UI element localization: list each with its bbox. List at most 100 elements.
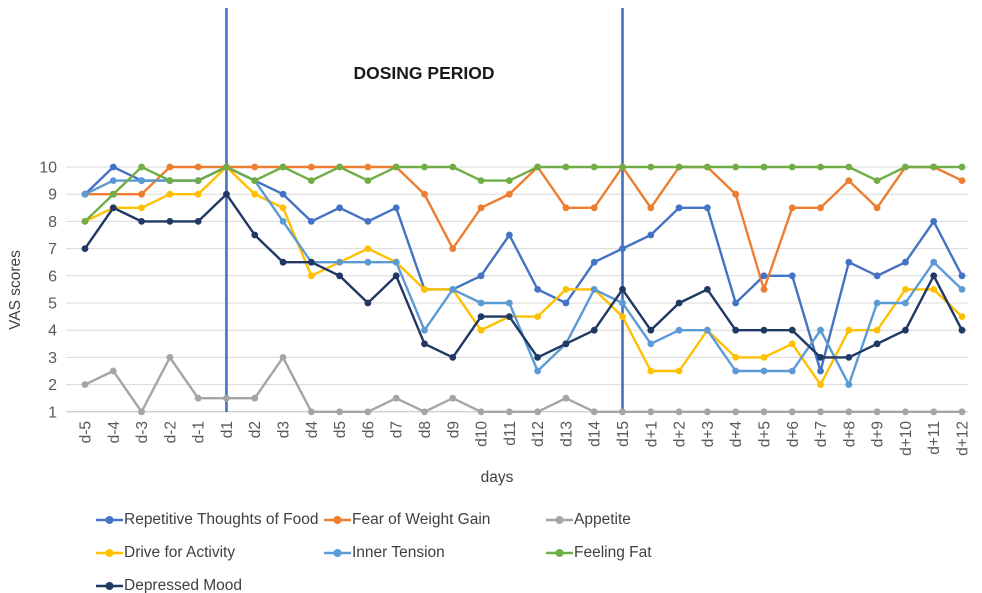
point-inner-tension-d14 — [590, 286, 598, 293]
y-tick-8: 8 — [48, 214, 57, 231]
series-line-appetite — [83, 356, 964, 413]
x-tick-d2: d2 — [247, 421, 264, 438]
x-tick-d-9: d+9 — [870, 421, 887, 447]
point-repetitive-thoughts-of-food-d15 — [619, 245, 626, 253]
point-feeling-fat-d-1 — [647, 163, 655, 171]
point-inner-tension-d-6 — [788, 367, 796, 375]
point-fear-of-weight-gain-d-3 — [138, 190, 145, 198]
point-inner-tension-d3 — [279, 218, 287, 225]
point-depressed-mood-d-2 — [675, 299, 683, 307]
point-inner-tension-d-11 — [930, 258, 938, 266]
point-inner-tension-d-5 — [81, 190, 89, 198]
point-feeling-fat-d-11 — [930, 163, 938, 171]
x-tick-d-5: d-5 — [78, 421, 95, 443]
point-feeling-fat-d-12 — [958, 163, 966, 171]
point-drive-for-activity-d-5 — [760, 354, 768, 361]
point-appetite-d-6 — [788, 408, 796, 416]
x-tick-d4: d4 — [304, 421, 321, 439]
legend-item-fear-of-weight-gain: Fear of Weight Gain — [324, 511, 546, 529]
series-markers-fear-of-weight-gain — [81, 163, 966, 293]
legend-marker-drive-for-activity — [96, 548, 123, 557]
point-repetitive-thoughts-of-food-d-11 — [930, 218, 938, 225]
point-depressed-mood-d-11 — [930, 272, 938, 280]
point-repetitive-thoughts-of-food-d7 — [392, 204, 400, 212]
point-feeling-fat-d8 — [421, 163, 428, 171]
legend-marker-depressed-mood — [96, 581, 123, 590]
x-tick-d-1: d-1 — [191, 421, 208, 443]
point-feeling-fat-d14 — [590, 163, 598, 171]
point-appetite-d1 — [223, 394, 230, 402]
point-depressed-mood-d2 — [251, 231, 259, 239]
point-fear-of-weight-gain-d-7 — [817, 204, 824, 212]
y-tick-3: 3 — [48, 350, 57, 367]
point-feeling-fat-d15 — [619, 163, 626, 171]
legend-marker-inner-tension — [324, 548, 351, 557]
point-depressed-mood-d-10 — [902, 326, 909, 334]
point-repetitive-thoughts-of-food-d-9 — [873, 272, 881, 280]
point-depressed-mood-d-12 — [958, 326, 966, 334]
series-markers-depressed-mood — [81, 190, 966, 361]
y-tick-2: 2 — [48, 377, 57, 394]
point-drive-for-activity-d-2 — [166, 190, 174, 198]
legend-label-inner-tension: Inner Tension — [352, 543, 445, 561]
x-tick-d6: d6 — [360, 421, 377, 438]
point-drive-for-activity-d15 — [619, 313, 626, 320]
point-depressed-mood-d-3 — [703, 286, 711, 293]
point-feeling-fat-d-2 — [166, 177, 174, 185]
legend-label-depressed-mood: Depressed Mood — [124, 576, 243, 593]
point-feeling-fat-d-10 — [902, 163, 909, 171]
point-repetitive-thoughts-of-food-d-10 — [902, 258, 909, 266]
point-inner-tension-d-1 — [647, 340, 655, 348]
point-feeling-fat-d-5 — [760, 163, 768, 171]
x-tick-d-7: d+7 — [813, 421, 830, 447]
point-appetite-d-4 — [109, 367, 117, 375]
legend-label-drive-for-activity: Drive for Activity — [124, 543, 236, 561]
point-inner-tension-d-10 — [902, 299, 909, 307]
point-appetite-d-12 — [958, 408, 966, 416]
x-tick-d-12: d+12 — [954, 421, 971, 456]
series-markers-appetite — [81, 354, 966, 416]
point-depressed-mood-d9 — [449, 354, 457, 361]
point-fear-of-weight-gain-d13 — [562, 204, 570, 212]
point-feeling-fat-d-3 — [703, 163, 711, 171]
point-feeling-fat-d2 — [251, 177, 259, 185]
point-fear-of-weight-gain-d-8 — [845, 177, 853, 185]
point-depressed-mood-d-1 — [647, 326, 655, 334]
legend-marker-appetite — [546, 515, 573, 524]
legend-item-drive-for-activity: Drive for Activity — [96, 544, 324, 562]
point-feeling-fat-d3 — [279, 163, 287, 171]
dosing-period-annotation: DOSING PERIOD — [354, 63, 495, 83]
point-drive-for-activity-d10 — [477, 326, 485, 334]
point-drive-for-activity-d-3 — [138, 204, 145, 212]
x-tick-d3: d3 — [276, 421, 293, 438]
point-feeling-fat-d-9 — [873, 177, 881, 185]
point-fear-of-weight-gain-d6 — [364, 163, 372, 171]
point-appetite-d7 — [392, 394, 400, 402]
point-depressed-mood-d1 — [223, 190, 230, 198]
legend-label-fear-of-weight-gain: Fear of Weight Gain — [352, 510, 491, 528]
point-repetitive-thoughts-of-food-d14 — [590, 258, 598, 266]
point-feeling-fat-d13 — [562, 163, 570, 171]
point-drive-for-activity-d-2 — [675, 367, 683, 375]
point-drive-for-activity-d-9 — [873, 326, 881, 334]
point-depressed-mood-d-6 — [788, 326, 796, 334]
point-drive-for-activity-d3 — [279, 204, 287, 212]
x-tick-d-3: d-3 — [134, 421, 151, 443]
point-inner-tension-d-9 — [873, 299, 881, 307]
point-feeling-fat-d9 — [449, 163, 457, 171]
legend-label-repetitive-thoughts-of-food: Repetitive Thoughts of Food — [124, 510, 319, 528]
point-fear-of-weight-gain-d-1 — [647, 204, 655, 212]
point-fear-of-weight-gain-d-5 — [760, 286, 768, 293]
legend-marker-repetitive-thoughts-of-food — [96, 515, 123, 524]
point-feeling-fat-d5 — [336, 163, 344, 171]
point-inner-tension-d-3 — [703, 326, 711, 334]
point-repetitive-thoughts-of-food-d3 — [279, 190, 287, 198]
point-depressed-mood-d7 — [392, 272, 400, 280]
point-repetitive-thoughts-of-food-d12 — [534, 286, 542, 293]
x-tick-d-5: d+5 — [756, 421, 773, 447]
point-repetitive-thoughts-of-food-d-5 — [760, 272, 768, 280]
point-fear-of-weight-gain-d-9 — [873, 204, 881, 212]
point-fear-of-weight-gain-d-2 — [166, 163, 174, 171]
point-depressed-mood-d4 — [307, 258, 315, 266]
legend-item-depressed-mood: Depressed Mood — [96, 577, 324, 593]
